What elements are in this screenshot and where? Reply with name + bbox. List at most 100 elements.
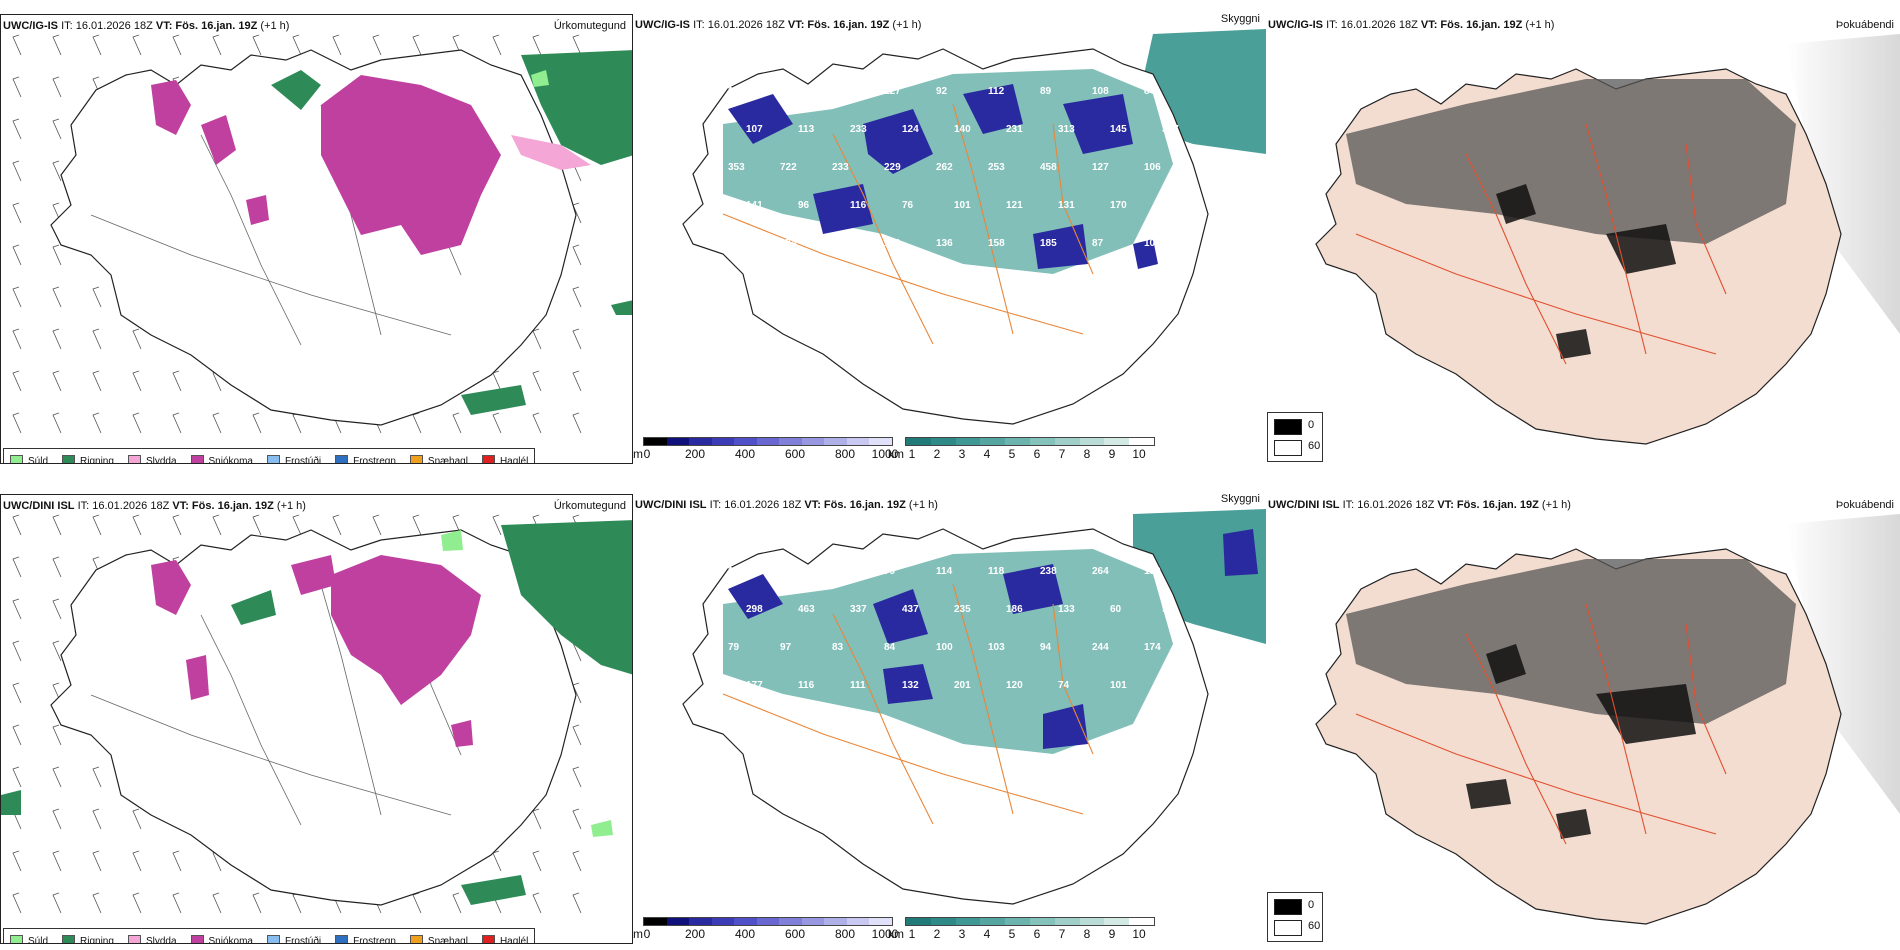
wind-barb (212, 412, 222, 434)
wind-barb (12, 328, 22, 350)
cloud-height-label: 298 (728, 238, 745, 249)
legend-item: Haglél (481, 454, 528, 463)
visibility-tick: 2 (933, 447, 941, 461)
colorbar-segment (930, 918, 956, 925)
wind-barb (12, 370, 22, 392)
colorbar-segment (756, 438, 780, 445)
cloud-height-label: 177 (746, 680, 763, 691)
colorbar-segment (869, 918, 893, 925)
visibility-tick: 10 (1132, 447, 1146, 461)
fog-legend-min: 60 (1308, 440, 1321, 452)
wind-barb (332, 34, 342, 56)
lead-time: (+1 h) (1541, 499, 1571, 511)
wind-barb (372, 514, 382, 536)
wind-barb (52, 892, 62, 914)
wind-barb (492, 34, 502, 56)
cloud-height-label: 118 (988, 566, 1005, 577)
panel-title: Þokuábendi (1835, 499, 1894, 511)
visibility-tick: 2 (933, 927, 941, 941)
cloud-height-label: 83 (832, 642, 844, 653)
wind-barb (412, 892, 422, 914)
cloud-height-label: 76 (902, 200, 914, 211)
init-time: IT: 16.01.2026 18Z (1342, 499, 1435, 511)
cloud-height-label: 458 (1040, 162, 1057, 173)
wind-barb (12, 682, 22, 704)
cloud-base-tick: 800 (834, 447, 856, 461)
cloud-height-label: 84 (1144, 86, 1156, 97)
cloud-height-label: 186 (1006, 604, 1023, 615)
cloud-panel-row1: UWC/IG-IS IT: 16.01.2026 18Z VT: Fös. 16… (633, 14, 1266, 464)
cloud-height-label: 101 (1144, 238, 1161, 249)
cloud-height-label: 112 (988, 86, 1005, 97)
cloud-height-label: 60 (1110, 604, 1122, 615)
cloud-height-label: 262 (936, 162, 953, 173)
legend-swatch (10, 934, 23, 943)
colorbar-segment (824, 918, 847, 925)
precip-map (1, 514, 632, 914)
cloud-height-label: 158 (988, 238, 1005, 249)
valid-time: VT: Fös. 16.jan. 19Z (172, 500, 274, 512)
fog-legend-min-swatch (1274, 920, 1302, 936)
legend-label: Haglél (499, 935, 529, 944)
legend-item: Snjókoma (190, 934, 253, 943)
wind-barb (132, 328, 142, 350)
colorbar-segment (980, 918, 1006, 925)
legend-item: Rigning (62, 454, 114, 464)
cloud-base-tick: 600 (784, 447, 806, 461)
panel-header: UWC/IG-IS IT: 16.01.2026 18Z VT: Fös. 16… (3, 17, 626, 35)
legend-item: Snæhagl (409, 934, 468, 943)
init-time: IT: 16.01.2026 18Z (61, 20, 153, 32)
wind-barb (12, 412, 22, 434)
model-name: UWC/IG-IS (3, 20, 58, 32)
fog-legend: 0 60 (1267, 892, 1323, 942)
colorbar-segment (734, 918, 757, 925)
wind-barb (52, 556, 62, 578)
legend-label: Súld (28, 455, 49, 464)
legend-item: Slydda (127, 934, 177, 943)
cloud-height-label: 119 (832, 566, 849, 577)
colorbar-segment (1104, 918, 1130, 925)
legend-item: Rigning (62, 934, 114, 943)
valid-time: VT: Fös. 16.jan. 19Z (1437, 499, 1539, 511)
cloud-height-label: 107 (746, 124, 763, 135)
precip-panel-row1: UWC/IG-IS IT: 16.01.2026 18Z VT: Fös. 16… (0, 14, 633, 464)
fog-legend-max: 0 (1308, 899, 1315, 911)
colorbar-segment (711, 918, 735, 925)
cloud-height-label: 142 (780, 86, 797, 97)
visibility-tick: 9 (1108, 447, 1116, 461)
init-time: IT: 16.01.2026 18Z (1326, 19, 1418, 31)
drizzle-areas (441, 530, 613, 837)
colorbar-segment (779, 438, 802, 445)
wind-barb (12, 640, 22, 662)
legend-label: Snæhagl (427, 455, 468, 464)
panel-header: UWC/IG-IS IT: 16.01.2026 18Z VT: Fös. 16… (635, 14, 1260, 34)
visibility-tick: 4 (983, 927, 991, 941)
colorbar-segment (1129, 438, 1154, 445)
cloud-height-label: 111 (850, 680, 866, 691)
roads (90, 104, 462, 346)
wind-barb (12, 118, 22, 140)
colorbar-segment (824, 438, 847, 445)
legend-label: Rigning (80, 455, 114, 464)
legend-label: Frostregn (353, 455, 396, 464)
cloud-height-label: 116 (850, 200, 867, 211)
colorbar-segment (1029, 918, 1055, 925)
drizzle-areas (531, 70, 549, 87)
wind-barb (132, 412, 142, 434)
model-name: UWC/DINI ISL (3, 500, 75, 512)
legend-swatch (409, 934, 423, 943)
wind-barb (492, 514, 502, 536)
init-time: IT: 16.01.2026 18Z (77, 500, 170, 512)
cloud-height-label: 100 (936, 642, 953, 653)
wind-barb (52, 118, 62, 140)
legend-item: Frostúði (266, 934, 321, 943)
legend-swatch (481, 454, 495, 463)
wind-barb (132, 850, 142, 872)
cloud-height-label: 238 (1040, 566, 1057, 577)
fog-dense-areas (1496, 184, 1676, 359)
wind-barb (212, 34, 222, 56)
panel-header: UWC/DINI ISL IT: 16.01.2026 18Z VT: Fös.… (3, 497, 626, 515)
cloud-height-label: 253 (988, 162, 1005, 173)
cloud-height-label: 185 (1040, 238, 1057, 249)
wind-barb (292, 412, 302, 434)
